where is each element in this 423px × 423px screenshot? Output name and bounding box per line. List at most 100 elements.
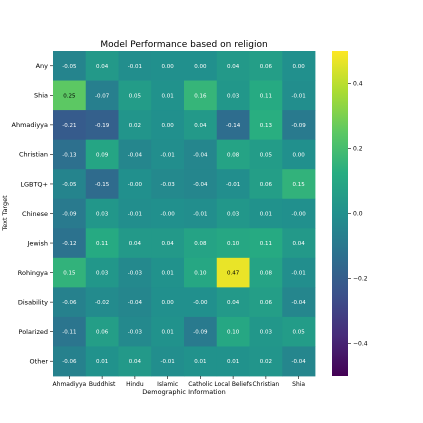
cell-value-label: 0.06 [260,300,273,306]
heatmap-cell [216,198,250,229]
heatmap-cell [249,110,283,141]
heatmap-cell [216,346,250,377]
heatmap-cell [85,169,119,200]
y-tick-label: Polarized [19,328,48,336]
heatmap-cell [53,169,87,200]
heatmap-cell [184,139,218,170]
heatmap-cell [282,287,316,318]
cell-value-label: 0.11 [96,241,108,247]
cell-value-label: -0.05 [62,64,77,70]
cell-value-label: 0.47 [227,271,240,277]
heatmap-cell [282,110,316,141]
x-tick-label: Ahmadiyya [53,381,87,388]
cell-value-label: -0.15 [95,182,110,188]
cell-value-label: 0.01 [162,271,174,277]
heatmap-cell [216,51,250,81]
cell-value-label: -0.04 [128,152,143,158]
heatmap-cell [216,316,250,347]
cell-value-label: -0.14 [226,123,241,129]
cell-value-label: 0.08 [227,152,240,158]
cell-value-label: 0.01 [96,359,108,365]
cell-value-label: 0.00 [293,64,306,70]
cell-value-label: 0.04 [227,300,240,306]
heatmap-cells: -0.05 0.04 -0.01 0.00 0.00 0.04 0.06 0.00 0.25 -0… [53,51,316,377]
heatmap-cell [118,316,152,347]
y-tick-label: Rohingya [18,269,48,277]
cell-value-label: 0.03 [96,271,109,277]
cell-value-label: 0.05 [293,330,306,336]
cell-value-label: 0.08 [194,241,207,247]
heatmap-cell [53,316,87,347]
colorbar-tick-label: −0.4 [353,341,368,348]
heatmap-cell [249,346,283,377]
heatmap-cell [151,228,185,259]
x-axis-label: Demographic Information [142,388,225,396]
cell-value-label: 0.04 [227,64,240,70]
y-tick-label: Disability [18,298,48,306]
heatmap-cell [118,139,152,170]
heatmap-cell [184,80,218,111]
cell-value-label: -0.21 [62,123,76,129]
cell-value-label: -0.04 [292,359,307,365]
cell-value-label: 0.25 [63,93,76,99]
y-tick-label: Ahmadiyya [12,121,49,129]
heatmap-cell [151,139,185,170]
cell-value-label: -0.09 [62,212,77,218]
heatmap-cell [85,110,119,141]
heatmap-cell [216,228,250,259]
cell-value-label: -0.02 [95,300,109,306]
cell-value-label: -0.00 [193,300,208,306]
heatmap-cell [184,228,218,259]
x-tick-label: Hindu [126,381,144,388]
y-tick-label: Christian [19,151,48,159]
heatmap-cell [118,51,152,81]
cell-value-label: -0.00 [161,212,176,218]
cell-value-label: -0.19 [95,123,110,129]
cell-value-label: -0.01 [161,359,175,365]
heatmap-cell [85,257,119,288]
heatmap-cell [184,198,218,229]
heatmap-cell [53,51,87,81]
heatmap-cell [282,228,316,259]
cell-value-label: -0.01 [193,212,207,218]
heatmap-cell [53,139,87,170]
cell-value-label: 0.02 [129,123,141,129]
heatmap-cell [249,228,283,259]
x-axis-ticks: Ahmadiyya Buddhist Hindu Islamic Catholic Loc… [53,376,305,388]
heatmap-cell [85,51,119,81]
heatmap-cell [118,80,152,111]
y-tick-label: Other [30,358,49,366]
heatmap-cell [282,139,316,170]
heatmap-cell [53,228,87,259]
cell-value-label: 0.01 [194,359,206,365]
heatmap-cell [85,228,119,259]
y-tick-label: LGBTQ+ [20,180,48,188]
cell-value-label: -0.11 [62,330,76,336]
cell-value-label: 0.10 [194,271,207,277]
heatmap-cell [216,110,250,141]
heatmap-cell [151,198,185,229]
cell-value-label: 0.04 [194,123,207,129]
heatmap-cell [85,198,119,229]
cell-value-label: 0.04 [293,241,306,247]
heatmap-cell [184,110,218,141]
cell-value-label: 0.04 [162,241,175,247]
heatmap-cell [53,110,87,141]
x-tick-label: Christian [252,381,279,388]
heatmap-cell [118,346,152,377]
cell-value-label: 0.11 [260,241,272,247]
cell-value-label: -0.13 [62,152,77,158]
cell-value-label: 0.10 [227,330,240,336]
heatmap-cell [118,257,152,288]
cell-value-label: 0.08 [260,271,273,277]
cell-value-label: 0.03 [96,212,109,218]
heatmap-cell [53,287,87,318]
heatmap-cell [184,169,218,200]
cell-value-label: 0.15 [293,182,306,188]
heatmap-cell [118,228,152,259]
heatmap-cell [249,169,283,200]
heatmap-cell [53,346,87,377]
heatmap-cell [118,287,152,318]
heatmap-cell [282,51,316,81]
